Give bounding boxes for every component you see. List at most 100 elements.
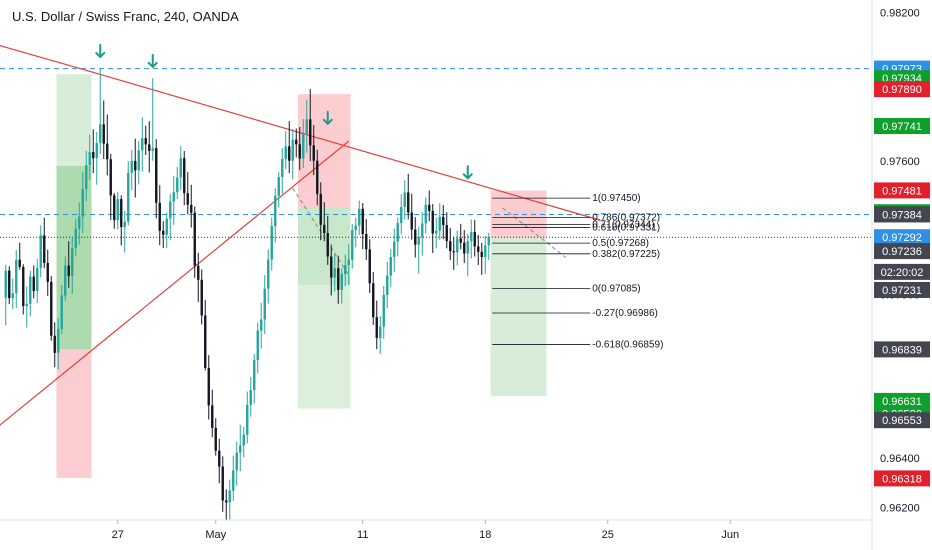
- price-badge-label: 0.96631: [882, 396, 922, 408]
- y-tick-label: 0.96200: [880, 503, 920, 515]
- candle-body: [207, 367, 210, 406]
- candle-body: [368, 249, 371, 284]
- candle-body: [172, 192, 175, 202]
- candle-body: [309, 119, 312, 146]
- candle-body: [347, 259, 350, 265]
- candle-body: [18, 259, 21, 267]
- candle-body: [32, 276, 35, 291]
- position-zone-green: [490, 237, 547, 397]
- candle-body: [438, 216, 441, 231]
- trendline: [82, 68, 601, 221]
- down-arrow-marker: [95, 43, 106, 59]
- candle-body: [155, 148, 158, 203]
- price-badge: [874, 470, 930, 487]
- candle-body: [60, 295, 63, 329]
- candle-body: [372, 283, 375, 318]
- price-badge-label: 0.97384: [882, 209, 922, 221]
- candle-body: [449, 241, 452, 252]
- candle-body: [298, 144, 301, 159]
- candle-body: [480, 251, 483, 258]
- candle-body: [417, 237, 420, 245]
- candle-body: [50, 281, 53, 336]
- price-badge-label: 0.97236: [882, 246, 922, 258]
- candle-body: [291, 139, 294, 161]
- candle-body: [57, 328, 60, 353]
- candle-body: [435, 230, 438, 234]
- candle-body: [88, 152, 91, 166]
- candle-body: [305, 119, 308, 134]
- candle-body: [246, 404, 249, 435]
- price-badge-label: 0.97890: [882, 84, 922, 96]
- candle-body: [120, 199, 123, 228]
- y-tick-label: 0.96400: [880, 453, 920, 465]
- candle-body: [176, 177, 179, 193]
- price-badge: [874, 118, 930, 135]
- price-badge: [874, 206, 930, 223]
- candle-body: [228, 490, 231, 503]
- candle-body: [484, 245, 487, 258]
- candle-body: [466, 241, 469, 254]
- candle-body: [123, 221, 126, 228]
- candle-body: [319, 193, 322, 225]
- x-tick-label: 27: [112, 529, 124, 541]
- candle-body: [330, 256, 333, 278]
- candle-body: [67, 265, 70, 277]
- candle-body: [190, 204, 193, 213]
- price-badge: [874, 243, 930, 260]
- candle-body: [393, 241, 396, 258]
- candle-body: [442, 216, 445, 226]
- candle-body: [235, 452, 238, 471]
- candle-body: [473, 232, 476, 247]
- y-tick-label: 0.98200: [880, 7, 920, 19]
- y-tick-label: 0.97600: [880, 156, 920, 168]
- x-tick-label: May: [205, 529, 226, 541]
- candle-body: [102, 124, 105, 144]
- candle-body: [15, 259, 18, 294]
- candle-body: [267, 259, 270, 289]
- price-badge: [874, 341, 930, 358]
- fib-level-label: 0.71(0.97344): [592, 219, 654, 230]
- candle-body: [249, 390, 252, 405]
- candle-body: [4, 270, 7, 298]
- candle-body: [333, 268, 336, 278]
- candle-body: [295, 139, 298, 145]
- candle-body: [340, 274, 343, 290]
- candle-body: [277, 177, 280, 196]
- candle-body: [106, 143, 109, 160]
- x-tick-label: 11: [357, 529, 368, 541]
- candle-body: [403, 192, 406, 208]
- candle-body: [410, 212, 413, 230]
- candle-body: [214, 427, 217, 451]
- candle-body: [407, 192, 410, 213]
- candle-body: [11, 293, 14, 299]
- candle-body: [263, 288, 266, 320]
- candle-body: [74, 228, 77, 249]
- price-badge-label: 02:20:02: [881, 267, 924, 279]
- candle-body: [29, 276, 32, 304]
- candle-body: [400, 207, 403, 224]
- down-arrow-marker: [147, 53, 158, 69]
- candle-body: [22, 266, 25, 307]
- candle-body: [470, 232, 473, 242]
- candle-body: [134, 160, 137, 171]
- candle-body: [169, 201, 172, 219]
- candle-body: [141, 138, 144, 151]
- plot-area: 1(0.97450) 0.786(0.97372)0.71(0.97344)0.6…: [0, 43, 872, 520]
- price-badge-label: 0.97741: [882, 121, 922, 133]
- candle-body: [225, 500, 228, 503]
- candle-body: [477, 246, 480, 252]
- candle-body: [389, 257, 392, 276]
- price-badge-label: 0.97231: [882, 285, 922, 297]
- position-zone-red: [56, 349, 92, 478]
- chart-title: U.S. Dollar / Swiss Franc, 240, OANDA: [12, 9, 239, 24]
- candle-body: [204, 315, 207, 368]
- candle-body: [53, 335, 56, 353]
- down-arrow-marker: [462, 165, 473, 180]
- candle-body: [396, 223, 399, 242]
- x-tick-label: 18: [479, 529, 491, 541]
- candle-body: [239, 445, 242, 453]
- price-badge: [874, 392, 930, 409]
- price-badge: [874, 182, 930, 199]
- candle-body: [162, 230, 165, 235]
